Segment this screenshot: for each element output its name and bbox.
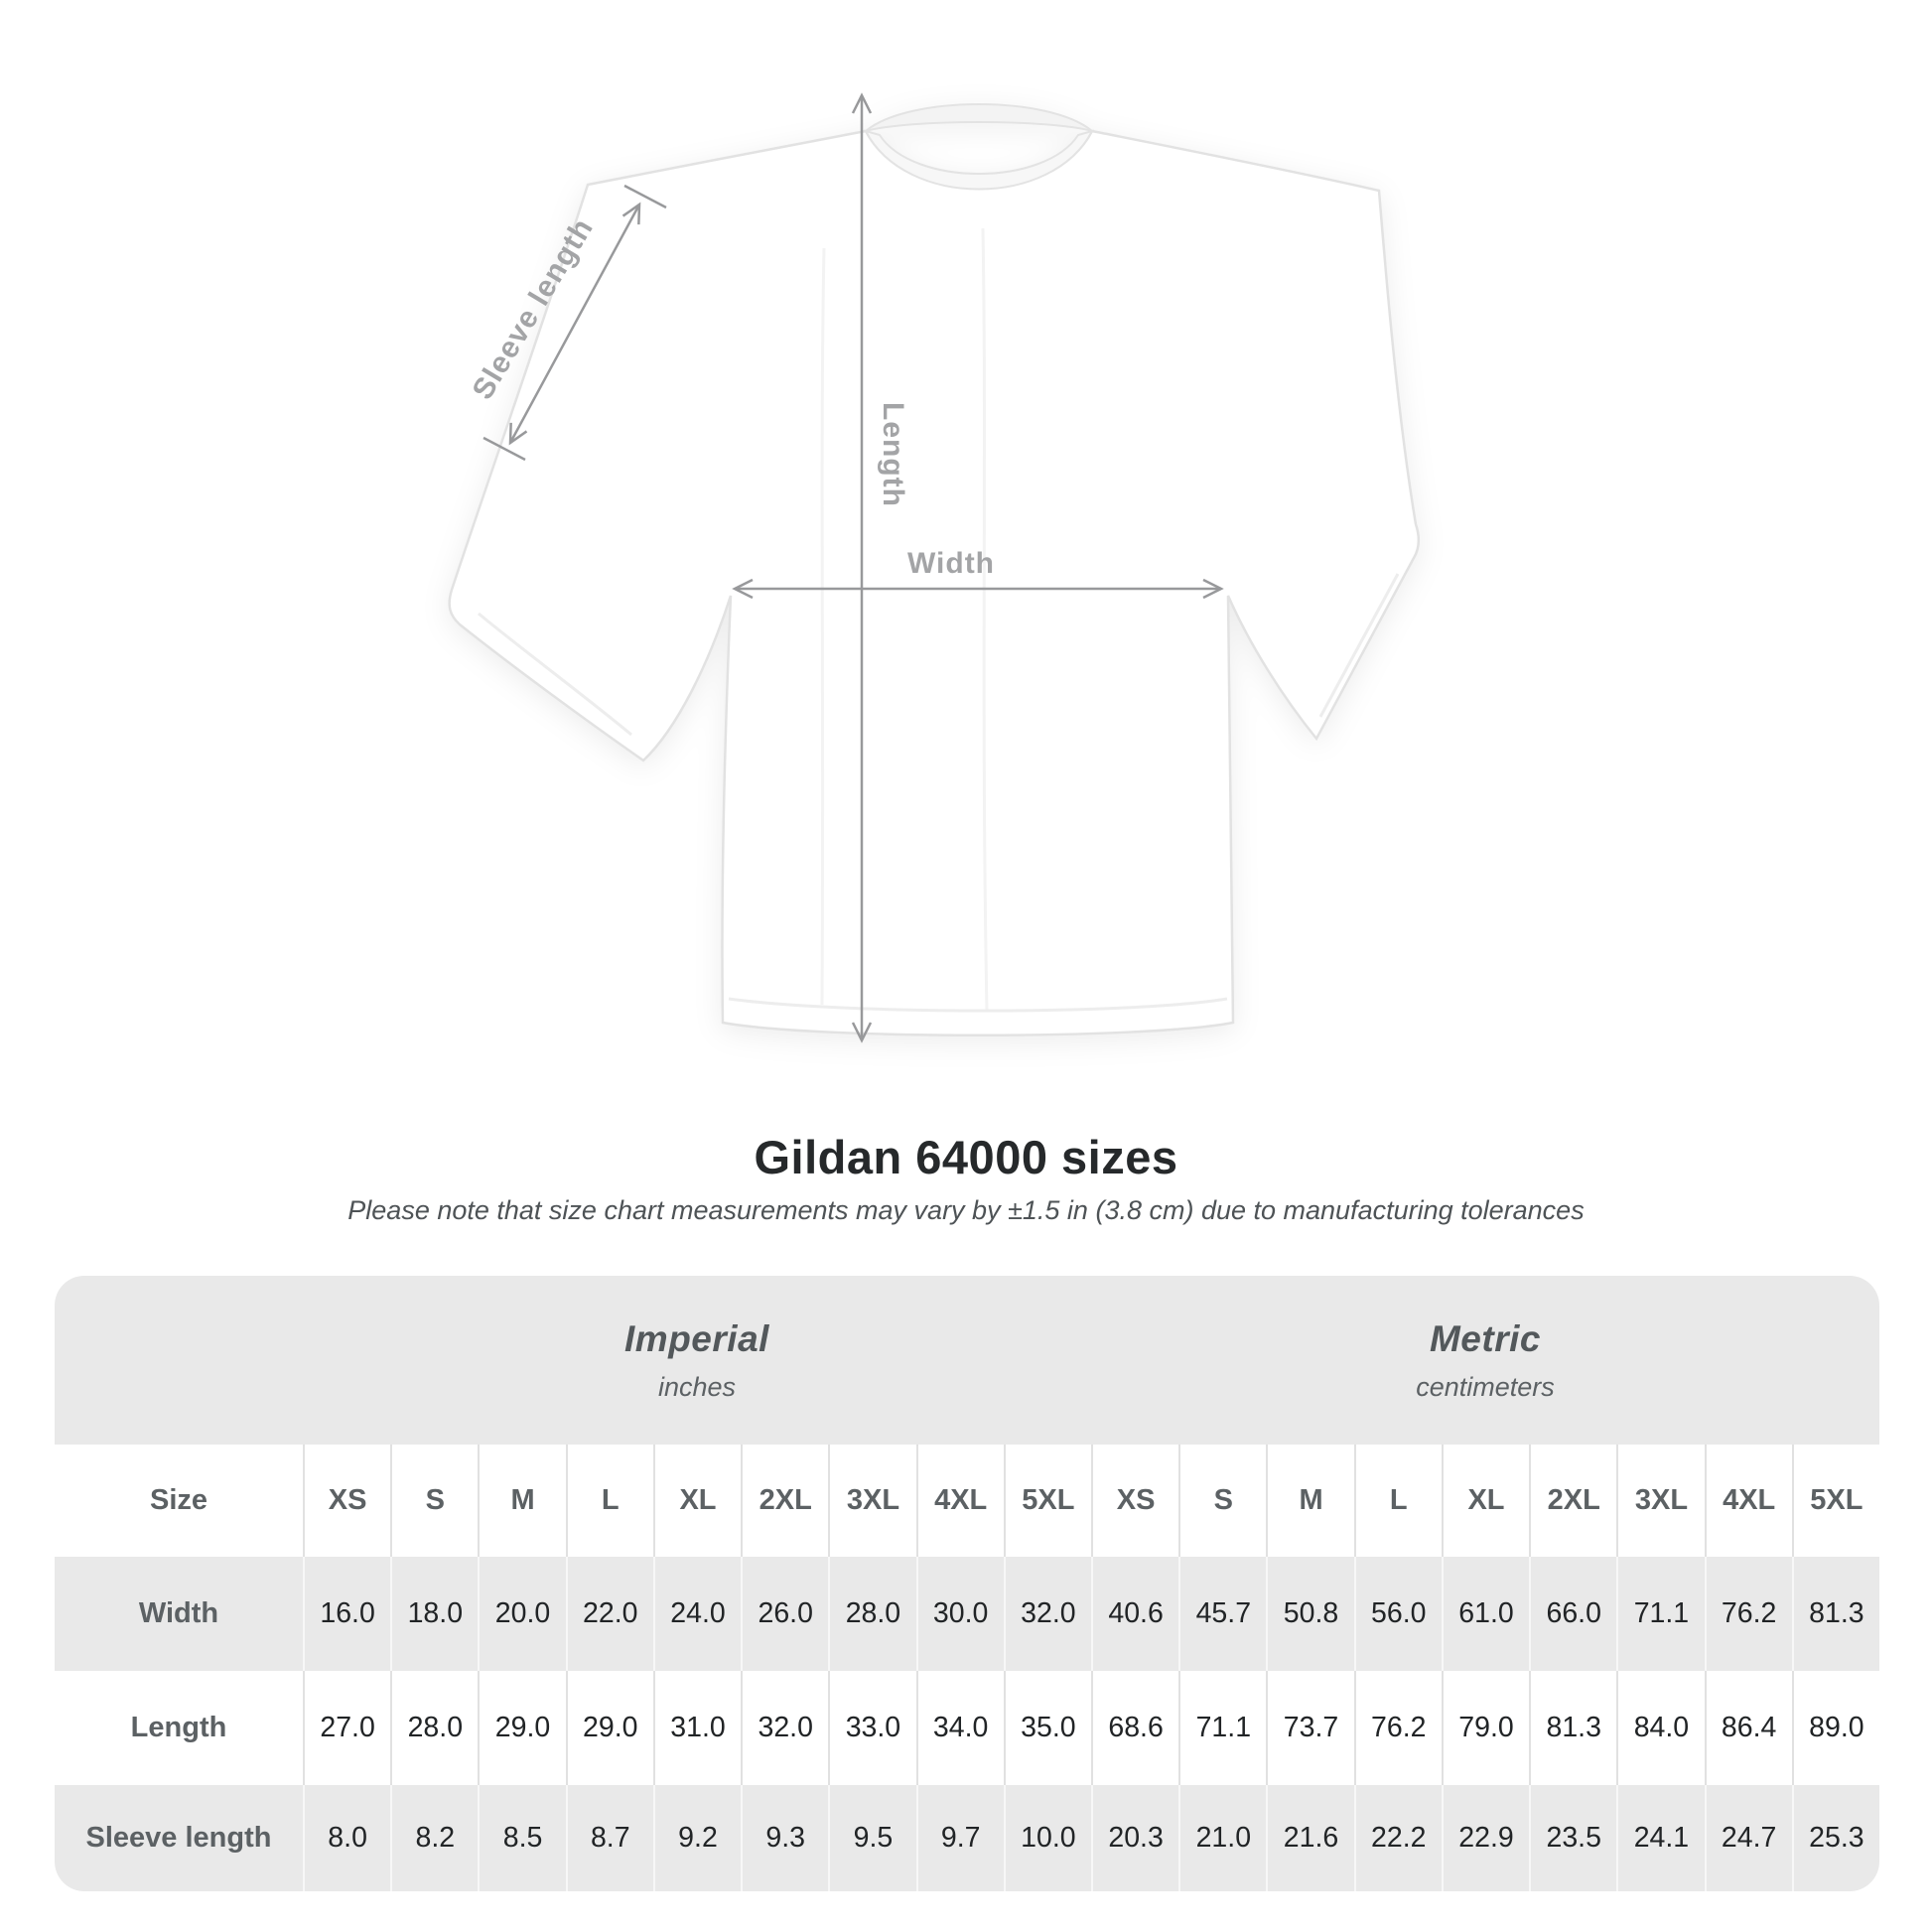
length-label: Length — [877, 402, 909, 507]
size-col-header: 5XL — [1791, 1445, 1879, 1557]
measurement-value: 22.2 — [1353, 1785, 1442, 1891]
measurement-value: 26.0 — [741, 1557, 829, 1671]
size-col-header: XL — [1441, 1445, 1530, 1557]
measurement-value: 89.0 — [1791, 1671, 1879, 1785]
tshirt-hem-stitch — [728, 997, 1228, 1013]
measurement-value: 50.8 — [1266, 1557, 1354, 1671]
row-label: Sleeve length — [55, 1785, 303, 1891]
measurement-value: 73.7 — [1266, 1671, 1354, 1785]
size-col-header: 2XL — [741, 1445, 829, 1557]
group-header-imperial: Imperial inches — [303, 1276, 1091, 1445]
size-col-header: 4XL — [915, 1445, 1004, 1557]
measurement-value: 33.0 — [828, 1671, 916, 1785]
size-col-header: XL — [652, 1445, 742, 1557]
size-col-header: XS — [303, 1445, 391, 1557]
size-col-header: 4XL — [1704, 1445, 1792, 1557]
size-col-header: S — [1178, 1445, 1267, 1557]
measurement-value: 18.0 — [390, 1557, 479, 1671]
measurement-value: 20.3 — [1090, 1785, 1179, 1891]
measurement-value: 10.0 — [1003, 1785, 1091, 1891]
measurement-value: 81.3 — [1529, 1671, 1617, 1785]
measurement-value: 28.0 — [828, 1557, 916, 1671]
size-column-header: Size — [55, 1445, 303, 1557]
tshirt-measurement-diagram: Sleeve length Length Width — [448, 92, 1420, 1043]
measurement-value: 35.0 — [1003, 1671, 1091, 1785]
measurement-value: 8.2 — [390, 1785, 479, 1891]
measurement-value: 30.0 — [915, 1557, 1004, 1671]
measurement-value: 9.5 — [828, 1785, 916, 1891]
tshirt-collar-band — [864, 129, 1094, 191]
measurement-value: 28.0 — [390, 1671, 479, 1785]
measurement-value: 9.2 — [652, 1785, 742, 1891]
measurement-value: 68.6 — [1090, 1671, 1179, 1785]
size-col-header: 2XL — [1529, 1445, 1617, 1557]
measurement-value: 81.3 — [1791, 1557, 1879, 1671]
measurement-value: 31.0 — [652, 1671, 742, 1785]
measurement-value: 22.9 — [1441, 1785, 1530, 1891]
row-label: Length — [55, 1671, 303, 1785]
measurement-value: 32.0 — [741, 1671, 829, 1785]
group-header-spacer — [55, 1276, 303, 1445]
page-subtitle: Please note that size chart measurements… — [347, 1195, 1585, 1225]
measurement-value: 79.0 — [1441, 1671, 1530, 1785]
size-col-header: 5XL — [1003, 1445, 1091, 1557]
size-col-header: 3XL — [1616, 1445, 1705, 1557]
measurement-value: 66.0 — [1529, 1557, 1617, 1671]
measurement-value: 22.0 — [565, 1557, 653, 1671]
size-col-header: M — [1266, 1445, 1354, 1557]
tshirt-crease-left — [820, 247, 826, 1006]
measurement-value: 76.2 — [1704, 1557, 1792, 1671]
measurement-value: 29.0 — [478, 1671, 566, 1785]
measurement-value: 40.6 — [1090, 1557, 1179, 1671]
tshirt-body — [448, 129, 1420, 1036]
measurement-value: 84.0 — [1616, 1671, 1705, 1785]
sleeve-length-arrow — [508, 202, 641, 446]
tshirt-left-cuff-stitch — [478, 612, 632, 737]
size-col-header: XS — [1090, 1445, 1179, 1557]
measurement-value: 45.7 — [1178, 1557, 1267, 1671]
measurement-value: 23.5 — [1529, 1785, 1617, 1891]
measurement-value: 34.0 — [915, 1671, 1004, 1785]
imperial-title: Imperial — [624, 1317, 769, 1359]
measurement-value: 16.0 — [303, 1557, 391, 1671]
measurement-value: 76.2 — [1353, 1671, 1442, 1785]
measurement-value: 86.4 — [1704, 1671, 1792, 1785]
sleeve-arrow-top-tick — [623, 184, 667, 209]
size-col-header: 3XL — [828, 1445, 916, 1557]
tshirt-right-cuff-stitch — [1318, 573, 1400, 718]
measurement-value: 25.3 — [1791, 1785, 1879, 1891]
measurement-value: 8.0 — [303, 1785, 391, 1891]
tshirt-back-collar — [865, 103, 1093, 132]
measurement-value: 71.1 — [1178, 1671, 1267, 1785]
measurement-value: 21.0 — [1178, 1785, 1267, 1891]
size-col-header: M — [478, 1445, 566, 1557]
measurement-value: 29.0 — [565, 1671, 653, 1785]
measurement-value: 20.0 — [478, 1557, 566, 1671]
page-title: Gildan 64000 sizes — [754, 1131, 1178, 1183]
measurement-value: 61.0 — [1441, 1557, 1530, 1671]
size-table: Imperial inches Metric centimeters Size … — [55, 1276, 1879, 1891]
size-col-header: S — [390, 1445, 479, 1557]
measurement-value: 32.0 — [1003, 1557, 1091, 1671]
measurement-value: 24.7 — [1704, 1785, 1792, 1891]
sleeve-arrow-bottom-tick — [483, 436, 526, 462]
metric-title: Metric — [1429, 1317, 1541, 1359]
width-label: Width — [907, 547, 995, 580]
metric-unit: centimeters — [1416, 1371, 1555, 1402]
group-header-metric: Metric centimeters — [1090, 1276, 1879, 1445]
measurement-value: 24.0 — [652, 1557, 742, 1671]
measurement-value: 8.7 — [565, 1785, 653, 1891]
measurement-value: 9.7 — [915, 1785, 1004, 1891]
imperial-unit: inches — [657, 1371, 737, 1402]
size-col-header: L — [1353, 1445, 1442, 1557]
row-label: Width — [55, 1557, 303, 1671]
measurement-value: 71.1 — [1616, 1557, 1705, 1671]
measurement-value: 27.0 — [303, 1671, 391, 1785]
size-col-header: L — [565, 1445, 653, 1557]
measurement-value: 21.6 — [1266, 1785, 1354, 1891]
measurement-value: 24.1 — [1616, 1785, 1705, 1891]
measurement-value: 9.3 — [741, 1785, 829, 1891]
measurement-value: 56.0 — [1353, 1557, 1442, 1671]
measurement-value: 8.5 — [478, 1785, 566, 1891]
